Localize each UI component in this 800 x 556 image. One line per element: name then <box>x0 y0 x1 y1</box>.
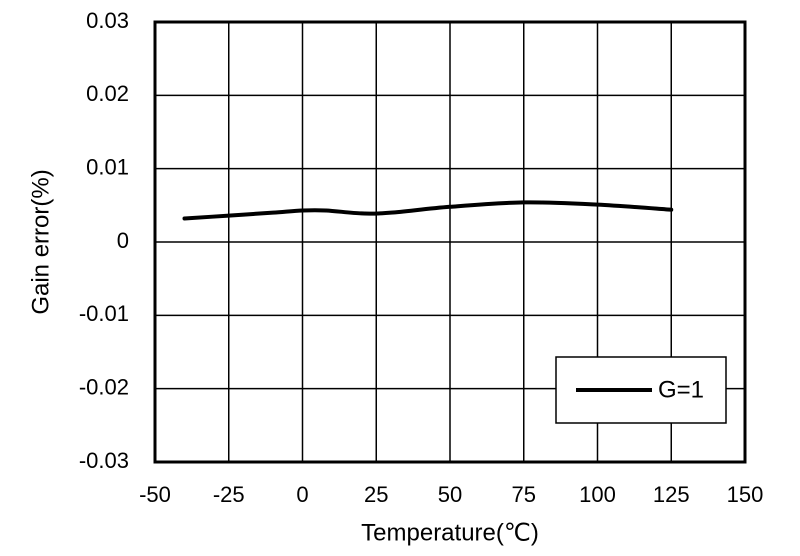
x-tick-labels: -50 -25 0 25 50 75 100 125 150 <box>139 482 763 507</box>
y-tick-label: -0.01 <box>79 301 129 326</box>
x-tick-label: 100 <box>579 482 616 507</box>
y-axis-title: Gain error(%) <box>27 169 54 314</box>
series-lines <box>182 200 674 221</box>
x-tick-label: 25 <box>364 482 388 507</box>
x-tick-label: -50 <box>139 482 171 507</box>
x-tick-label: 50 <box>438 482 462 507</box>
x-tick-label: -25 <box>213 482 245 507</box>
x-tick-label: 125 <box>653 482 690 507</box>
y-tick-label: 0.02 <box>86 81 129 106</box>
x-axis-title: Temperature(℃) <box>361 519 539 546</box>
y-tick-label: -0.02 <box>79 374 129 399</box>
y-tick-label: 0.03 <box>86 8 129 33</box>
plot-area-border <box>153 20 747 464</box>
legend: G=1 <box>555 356 727 424</box>
y-tick-labels: 0.03 0.02 0.01 0 -0.01 -0.02 -0.03 <box>79 8 129 473</box>
x-tick-label: 150 <box>727 482 764 507</box>
y-tick-label: -0.03 <box>79 448 129 473</box>
series-line-g1 <box>182 200 674 221</box>
y-tick-label: 0.01 <box>86 154 129 179</box>
x-tick-label: 0 <box>296 482 308 507</box>
y-tick-label: 0 <box>117 228 129 253</box>
legend-label-g1: G=1 <box>658 376 704 403</box>
x-tick-label: 75 <box>512 482 536 507</box>
